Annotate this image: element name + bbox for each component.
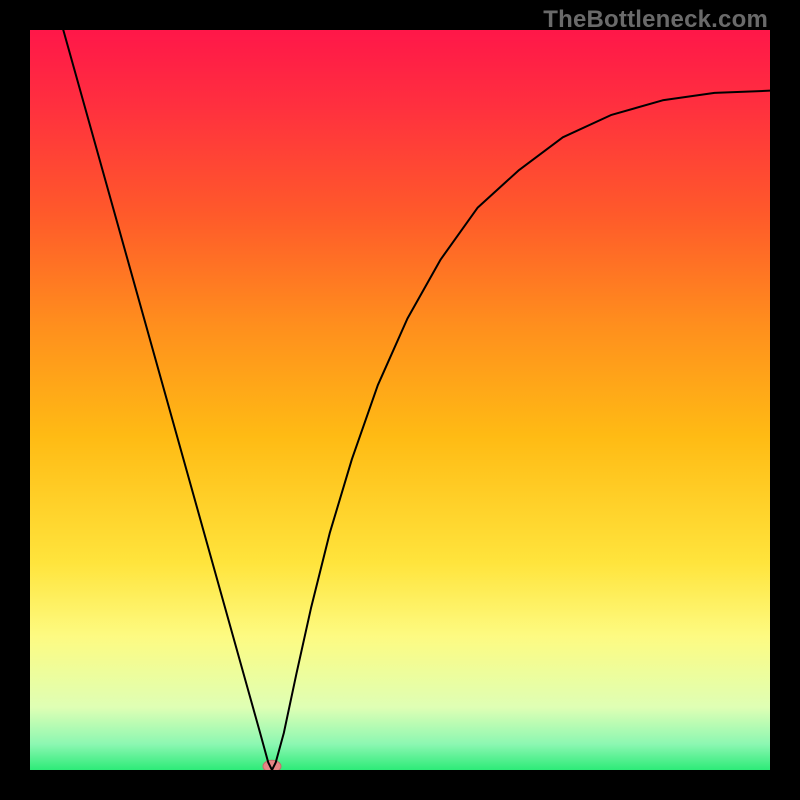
gradient-background (30, 30, 770, 770)
plot-area (30, 30, 770, 770)
plot-svg (30, 30, 770, 770)
chart-frame: TheBottleneck.com (0, 0, 800, 800)
